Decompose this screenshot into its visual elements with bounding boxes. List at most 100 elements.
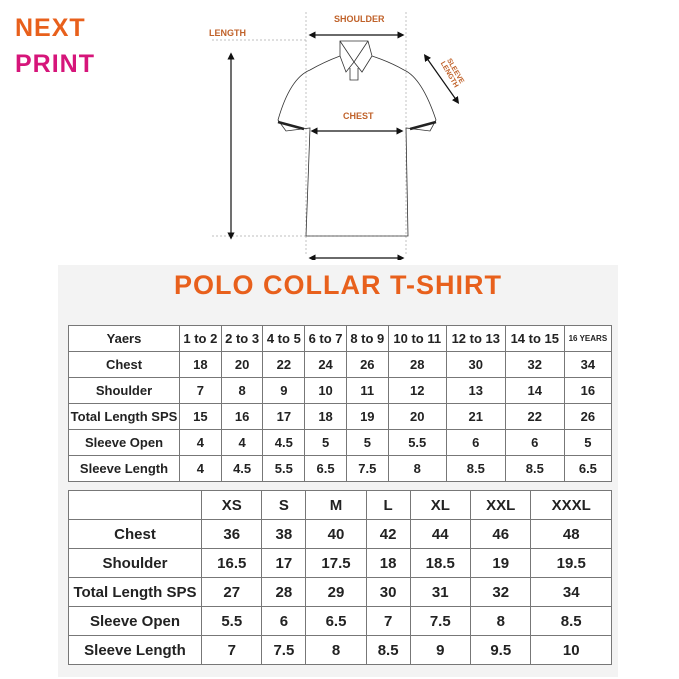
table-cell: 6.5 <box>563 455 613 482</box>
table-cell: 4.5 <box>220 455 264 482</box>
table-cell: 44 <box>409 519 472 549</box>
table-cell: 20 <box>387 403 447 430</box>
table-cell: 7 <box>365 606 411 636</box>
table-cell: 10 <box>304 377 347 404</box>
table-cell: 7.5 <box>261 635 307 665</box>
row-label: Chest <box>68 351 180 378</box>
table-row: Shoulder 16.5 17 17.5 18 18.5 19 19.5 <box>68 548 612 578</box>
table-cell: 6 <box>504 429 565 456</box>
table-cell: 6 <box>445 429 506 456</box>
table-cell: 2 to 3 <box>220 325 264 352</box>
table-cell: 6.5 <box>304 455 347 482</box>
table-row: Sleeve Length 7 7.5 8 8.5 9 9.5 10 <box>68 635 612 665</box>
table-cell: 7.5 <box>345 455 389 482</box>
table-cell: 30 <box>365 577 411 607</box>
table-cell: 4 <box>179 455 222 482</box>
table-cell: 18 <box>179 351 222 378</box>
table-row: Sleeve Open 5.5 6 6.5 7 7.5 8 8.5 <box>68 606 612 636</box>
table-cell: 15 <box>179 403 222 430</box>
chart-title: POLO COLLAR T-SHIRT <box>174 270 502 300</box>
table-cell: 5.5 <box>387 429 447 456</box>
table-cell: 26 <box>563 403 613 430</box>
table-cell: 4.5 <box>262 429 306 456</box>
tshirt-diagram <box>212 12 460 260</box>
table-cell: 18 <box>304 403 347 430</box>
table-cell: 16 YEARS <box>563 325 613 352</box>
table-cell: 6 to 7 <box>304 325 347 352</box>
table-cell: 31 <box>409 577 472 607</box>
table-cell: 12 <box>387 377 447 404</box>
table-cell: 34 <box>563 351 613 378</box>
table-cell: 34 <box>530 577 612 607</box>
table-cell: 48 <box>530 519 612 549</box>
row-label: Chest <box>68 519 202 549</box>
table-cell: XS <box>200 490 263 520</box>
table-cell: 6.5 <box>305 606 367 636</box>
table-cell: 12 to 13 <box>445 325 506 352</box>
table-cell: 17 <box>261 548 307 578</box>
table-cell: 8 <box>387 455 447 482</box>
row-label <box>68 490 202 520</box>
table-cell: 22 <box>504 403 565 430</box>
table-cell: 14 to 15 <box>504 325 565 352</box>
table-cell: 16.5 <box>200 548 263 578</box>
table-cell: 5.5 <box>200 606 263 636</box>
row-label: Total Length SPS <box>68 577 202 607</box>
table-header-row: XS S M L XL XXL XXXL <box>68 490 612 520</box>
table-cell: 17 <box>262 403 306 430</box>
table-cell: 5 <box>563 429 613 456</box>
table-cell: 6 <box>261 606 307 636</box>
table-cell: 8 <box>470 606 532 636</box>
table-cell: 22 <box>262 351 306 378</box>
table-cell: 18 <box>365 548 411 578</box>
table-cell: 18.5 <box>409 548 472 578</box>
table-cell: 24 <box>304 351 347 378</box>
table-cell: 8 to 9 <box>345 325 389 352</box>
length-label: LENGTH <box>209 28 246 38</box>
table-cell: S <box>261 490 307 520</box>
table-cell: 5 <box>304 429 347 456</box>
table-cell: 27 <box>200 577 263 607</box>
row-label: Sleeve Open <box>68 429 180 456</box>
table-cell: 1 to 2 <box>179 325 222 352</box>
table-cell: 28 <box>261 577 307 607</box>
table-cell: 36 <box>200 519 263 549</box>
table-cell: 8 <box>220 377 264 404</box>
table-cell: 4 <box>220 429 264 456</box>
table-cell: 4 to 5 <box>262 325 306 352</box>
logo-next: NEXT <box>15 14 86 42</box>
shoulder-label: SHOULDER <box>334 14 385 24</box>
table-cell: 16 <box>563 377 613 404</box>
table-cell: 21 <box>445 403 506 430</box>
table-cell: 9 <box>262 377 306 404</box>
table-cell: 40 <box>305 519 367 549</box>
table-cell: L <box>365 490 411 520</box>
adult-size-table: XS S M L XL XXL XXXL Chest 36 38 40 42 44 46 48 Shoulde… <box>68 490 612 665</box>
table-cell: 28 <box>387 351 447 378</box>
table-cell: 7.5 <box>409 606 472 636</box>
table-cell: 8.5 <box>504 455 565 482</box>
table-cell: 30 <box>445 351 506 378</box>
row-label: Yaers <box>68 325 180 352</box>
table-cell: 17.5 <box>305 548 367 578</box>
table-cell: 38 <box>261 519 307 549</box>
table-cell: 5.5 <box>262 455 306 482</box>
table-row: Sleeve Open 4 4 4.5 5 5 5.5 6 6 5 <box>68 429 613 456</box>
table-cell: 10 to 11 <box>387 325 447 352</box>
table-cell: 26 <box>345 351 389 378</box>
table-cell: 9 <box>409 635 472 665</box>
table-cell: 19 <box>470 548 532 578</box>
table-cell: 29 <box>305 577 367 607</box>
logo-print: PRINT <box>15 50 95 78</box>
table-cell: 8.5 <box>365 635 411 665</box>
table-cell: 7 <box>200 635 263 665</box>
table-cell: 8 <box>305 635 367 665</box>
table-row: Chest 18 20 22 24 26 28 30 32 34 <box>68 351 613 378</box>
table-row: Chest 36 38 40 42 44 46 48 <box>68 519 612 549</box>
table-cell: 42 <box>365 519 411 549</box>
table-row: Shoulder 7 8 9 10 11 12 13 14 16 <box>68 377 613 404</box>
table-cell: 32 <box>504 351 565 378</box>
table-cell: 8.5 <box>530 606 612 636</box>
